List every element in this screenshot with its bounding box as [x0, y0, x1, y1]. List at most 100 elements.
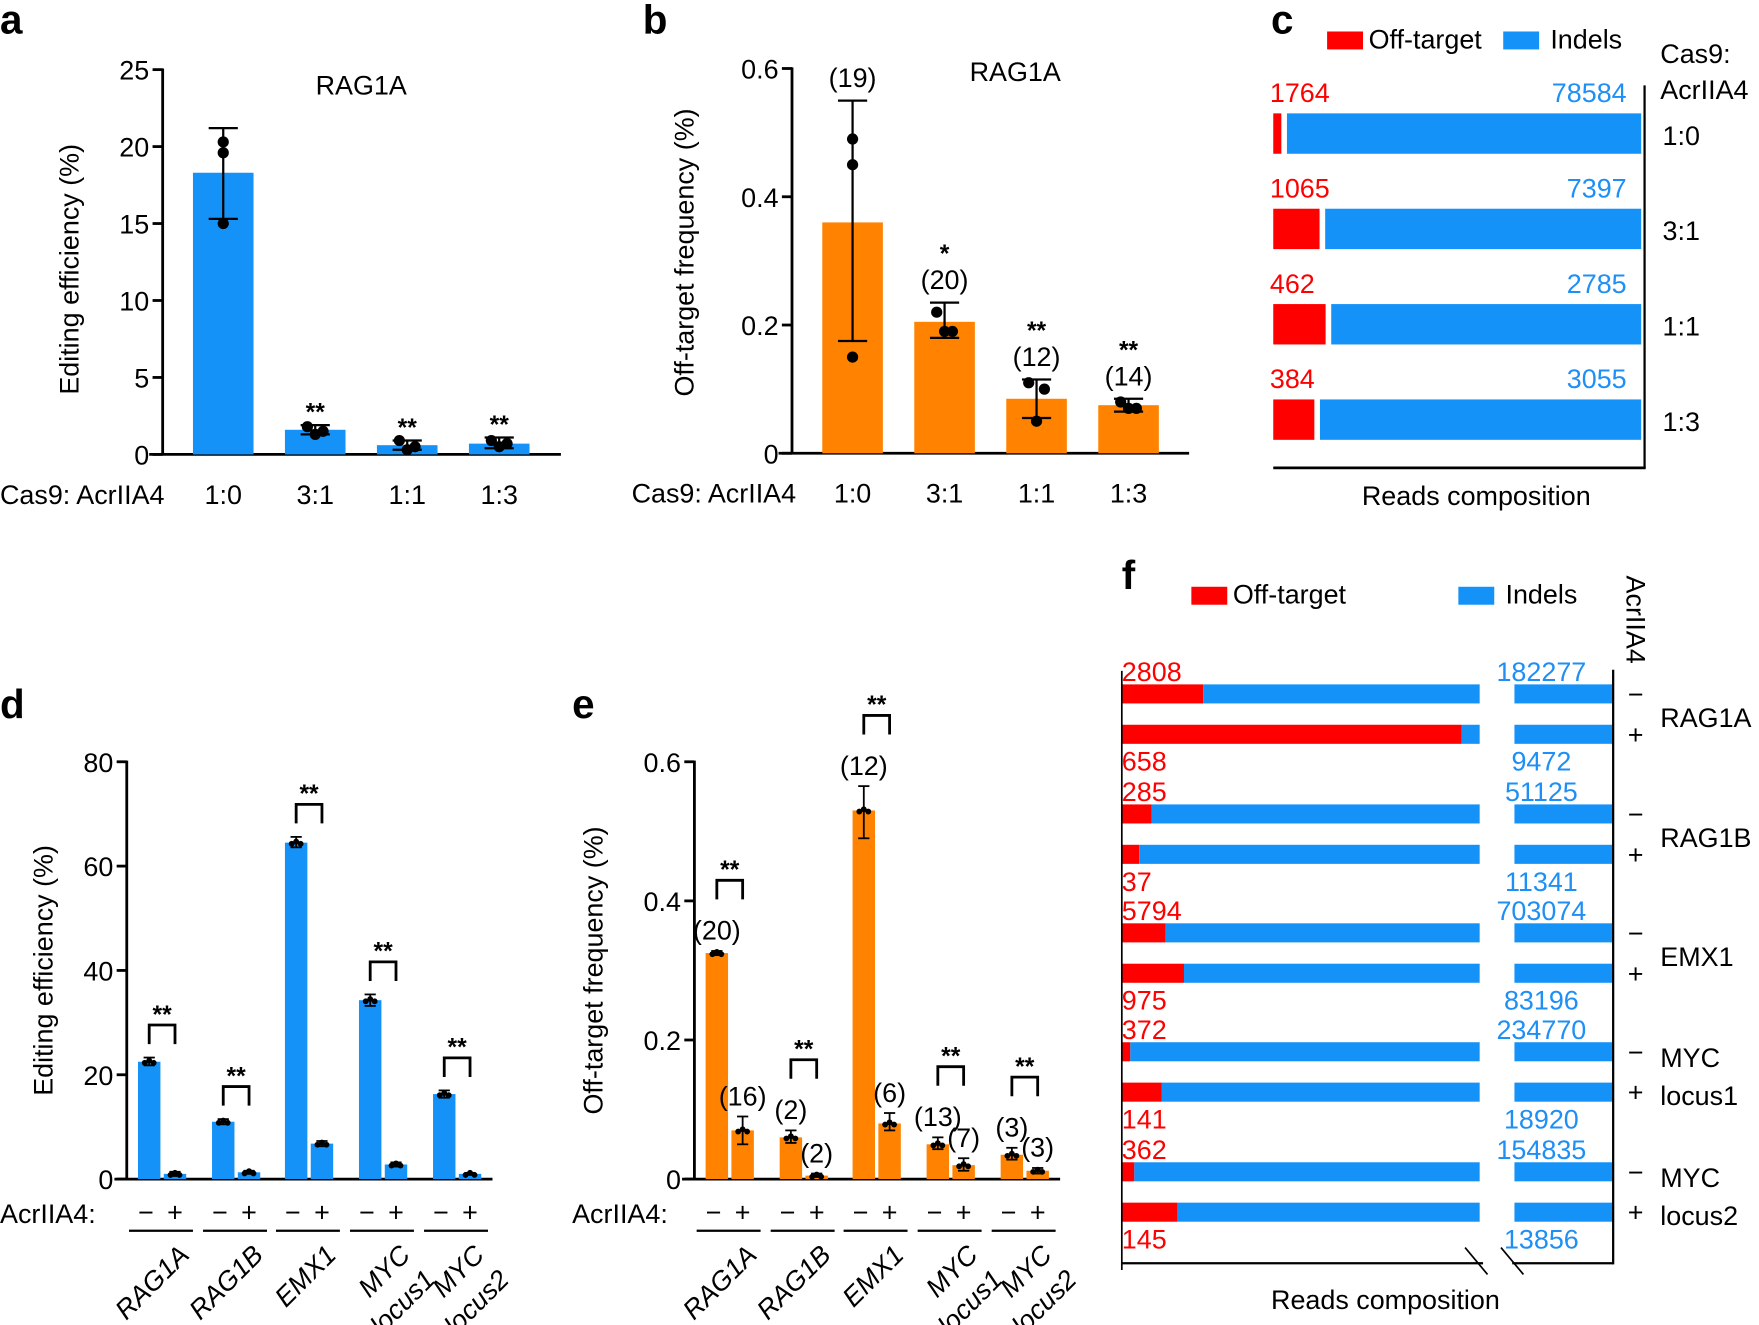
bar	[1026, 1170, 1049, 1180]
acriia4-sign: +	[1628, 1078, 1644, 1108]
indels-count: 9472	[1511, 747, 1571, 777]
off-target-count: 658	[1122, 747, 1167, 777]
count-label: (3)	[995, 1113, 1028, 1143]
y-tick-label: 10	[119, 287, 149, 317]
bar	[914, 321, 975, 454]
significance-label: **	[720, 857, 740, 884]
data-point	[1013, 1152, 1020, 1159]
count-label: (13)	[914, 1102, 962, 1132]
data-point	[1030, 1168, 1037, 1175]
significance-label: **	[794, 1036, 814, 1063]
data-point	[713, 949, 720, 955]
indels-segment-after-break	[1514, 1202, 1614, 1222]
indels-segment	[1319, 399, 1642, 440]
y-tick-label: 5	[134, 364, 149, 394]
data-point	[362, 998, 369, 1005]
acriia4-sign: −	[1628, 799, 1644, 829]
data-point	[241, 1170, 248, 1177]
data-point	[167, 1172, 174, 1178]
acriia4-sign: −	[285, 1198, 301, 1228]
y-tick-label: 0	[666, 1165, 681, 1195]
panel-letter: e	[572, 681, 594, 727]
data-point	[846, 133, 859, 145]
x-tick-label: 1:0	[834, 479, 871, 509]
data-point	[809, 1173, 816, 1180]
legend-label: Indels	[1550, 24, 1622, 54]
indels-segment-after-break	[1514, 1162, 1614, 1182]
acriia4-sign: +	[1628, 1198, 1644, 1228]
data-point	[250, 1170, 257, 1177]
off-target-count: 285	[1122, 777, 1167, 807]
data-point	[1038, 383, 1051, 395]
data-point	[882, 1121, 889, 1128]
legend-label: Off-target	[1369, 24, 1483, 54]
bar	[137, 1061, 161, 1180]
row-label: 1:0	[1663, 121, 1700, 151]
significance-bracket	[936, 1065, 966, 1086]
acriia4-sign: −	[1628, 918, 1644, 948]
off-target-count: 975	[1122, 986, 1167, 1016]
legend-label: Indels	[1505, 580, 1577, 610]
data-point	[141, 1059, 148, 1066]
data-point	[846, 351, 859, 363]
data-point	[930, 1142, 937, 1149]
significance-label: **	[1015, 1054, 1035, 1081]
data-point	[860, 806, 867, 813]
row-label: 3:1	[1663, 216, 1700, 246]
indels-segment	[1331, 304, 1642, 345]
off-target-count: 1065	[1270, 174, 1330, 204]
data-point	[1115, 396, 1127, 408]
data-point	[709, 951, 716, 958]
y-tick-label: 0	[98, 1165, 113, 1195]
data-point	[301, 421, 313, 433]
group-label: RAG1A	[677, 1240, 763, 1325]
significance-label: **	[306, 400, 326, 427]
significance-bracket	[1010, 1075, 1040, 1097]
acriia4-sign: +	[956, 1198, 972, 1228]
data-point	[246, 1168, 252, 1175]
y-axis-label: Editing efficiency (%)	[29, 845, 59, 1096]
y-tick-label: 0.6	[741, 55, 778, 85]
data-point	[150, 1059, 157, 1066]
significance-label: **	[227, 1063, 247, 1090]
data-point	[931, 306, 943, 318]
group-label: RAG1A	[1660, 703, 1751, 733]
data-point	[818, 1173, 825, 1180]
significance-label: **	[867, 692, 887, 719]
panel-letter: d	[0, 681, 25, 727]
data-point	[891, 1121, 898, 1128]
significance-label: **	[373, 939, 393, 966]
bar	[458, 1173, 482, 1180]
acriia4-sign: −	[1001, 1198, 1017, 1228]
significance-bracket	[294, 802, 324, 824]
data-point	[493, 441, 505, 453]
bar	[237, 1172, 261, 1180]
significance-label: **	[398, 415, 418, 442]
bar	[926, 1144, 950, 1180]
count-label: (19)	[829, 63, 877, 93]
data-point	[787, 1133, 794, 1140]
bar	[705, 953, 729, 1180]
off-target-segment	[1121, 804, 1152, 824]
data-point	[441, 1090, 448, 1096]
data-point	[934, 1140, 941, 1147]
indels-count: 2785	[1567, 269, 1627, 299]
significance-label: *	[940, 241, 950, 268]
acriia4-sign: +	[1628, 840, 1644, 870]
indels-segment	[1134, 1162, 1480, 1182]
row-label: 1:1	[1663, 311, 1700, 341]
data-point	[220, 1117, 227, 1124]
off-target-segment	[1121, 963, 1184, 983]
acriia4-sign: −	[1628, 679, 1644, 709]
data-point	[388, 1162, 395, 1169]
off-target-segment	[1273, 208, 1320, 250]
significance-bracket	[221, 1085, 251, 1106]
count-label: (14)	[1105, 361, 1153, 391]
data-point	[293, 838, 300, 845]
bar	[212, 1121, 235, 1180]
group-label: RAG1B	[751, 1239, 837, 1325]
acriia4-sign: +	[809, 1198, 825, 1228]
indels-count: 182277	[1496, 657, 1586, 687]
indels-count: 154835	[1496, 1135, 1586, 1165]
x-tick-label: 1:3	[481, 480, 518, 510]
